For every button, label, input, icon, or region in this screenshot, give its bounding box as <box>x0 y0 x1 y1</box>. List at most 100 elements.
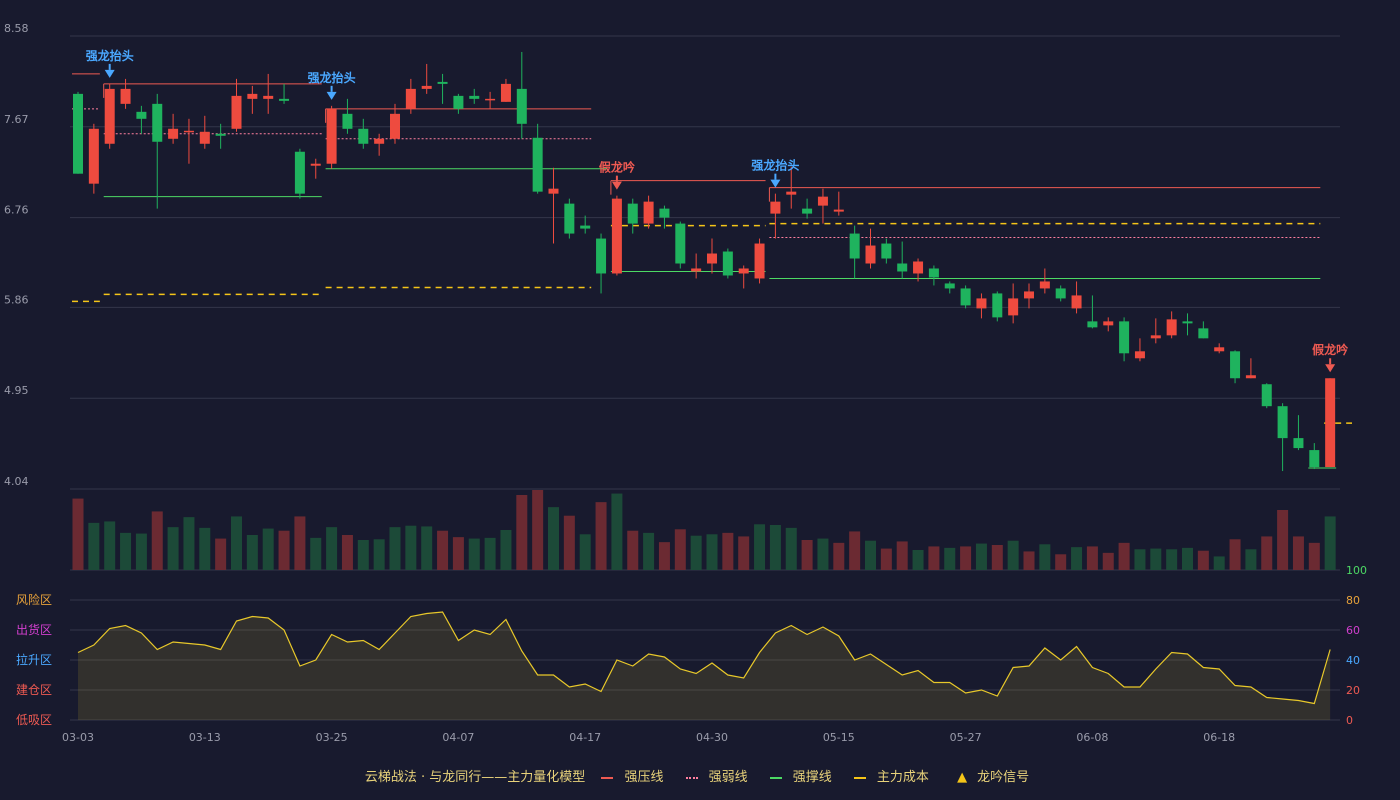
indicator-tick-label: 100 <box>1346 564 1367 577</box>
candle-body <box>722 251 733 276</box>
candle-body <box>532 137 543 192</box>
volume-bar <box>817 538 829 570</box>
volume-bar <box>960 546 972 570</box>
legend-item-cost[interactable]: 主力成本 <box>853 766 935 785</box>
indicator-line <box>77 611 1331 705</box>
volume-bar <box>563 515 575 570</box>
candle-body <box>199 131 210 144</box>
candle-body <box>1166 319 1177 336</box>
volume-bar <box>1150 548 1162 570</box>
x-tick-label: 04-17 <box>569 731 601 744</box>
price-tick-label: 4.95 <box>4 384 29 397</box>
volume-bar <box>611 493 623 570</box>
candle-body <box>374 138 385 144</box>
candle-body <box>358 128 369 144</box>
volume-bar <box>1324 516 1336 570</box>
candle-body <box>960 288 971 306</box>
volume-bar <box>405 525 417 570</box>
volume-bar <box>1055 554 1067 570</box>
price-tick-label: 7.67 <box>4 113 29 126</box>
candle-body <box>1087 321 1098 328</box>
candle-body <box>88 128 99 184</box>
volume-bar <box>373 539 385 570</box>
volume-bar <box>1118 542 1130 570</box>
indicator-zone-label: 低吸区 <box>16 713 52 727</box>
candle-body <box>707 253 717 264</box>
candle-body <box>675 223 686 264</box>
candle-body <box>1293 438 1304 449</box>
candle-body <box>881 243 892 259</box>
candle-body <box>1150 335 1161 339</box>
volume-bar <box>215 538 227 570</box>
volume-bar <box>912 550 924 570</box>
volume-bar <box>389 527 401 570</box>
volume-bar <box>1086 546 1098 570</box>
legend-item-resist[interactable]: 强压线 <box>601 766 669 785</box>
volume-bar <box>72 498 84 570</box>
candle-body <box>1277 406 1288 439</box>
candle-body <box>168 128 179 139</box>
signal-label: 强龙抬头 <box>86 48 134 63</box>
volume-bar <box>1197 550 1209 570</box>
candle-body <box>485 98 496 101</box>
signal-label: 假龙吟 <box>599 160 635 175</box>
volume-bar <box>135 533 147 570</box>
volume-bar <box>1134 549 1146 570</box>
volume-bar <box>516 495 528 570</box>
candle-body <box>152 103 163 142</box>
candle-body <box>659 208 670 218</box>
volume-bar <box>484 537 496 570</box>
volume-bar <box>1277 510 1289 570</box>
volume-bar <box>532 490 544 570</box>
candle-body <box>342 113 353 129</box>
volume-bar <box>801 540 813 570</box>
volume-bar <box>1292 536 1304 570</box>
candle-body <box>754 243 765 279</box>
x-tick-label: 03-25 <box>316 731 348 744</box>
legend-swatch-resist <box>601 776 614 779</box>
volume-bar <box>548 507 559 570</box>
legend-item-weak[interactable]: 强弱线 <box>685 766 754 785</box>
candle-body <box>1055 288 1066 299</box>
volume-bar <box>658 542 670 570</box>
candle-body <box>453 95 464 109</box>
volume-bar <box>880 548 892 570</box>
candle-body <box>865 245 876 264</box>
candle-body <box>849 233 860 259</box>
volume-bar <box>199 527 211 570</box>
candle-body <box>691 268 702 272</box>
candle-body <box>643 201 654 224</box>
candle-body <box>183 130 194 133</box>
candle-body <box>120 88 131 104</box>
volume-bar <box>167 527 179 570</box>
volume-bar <box>452 537 464 570</box>
volume-bar <box>278 530 290 570</box>
legend-swatch-support <box>769 776 782 779</box>
candle-body <box>596 238 607 274</box>
volume-bar <box>690 535 702 570</box>
volume-bar <box>1102 552 1114 570</box>
signal-arrow <box>104 69 115 78</box>
x-tick-label: 05-15 <box>823 731 855 744</box>
legend-item-signal[interactable]: ▲ 龙吟信号 <box>957 770 1030 785</box>
volume-bar <box>1071 547 1083 570</box>
candle-body <box>263 95 274 99</box>
legend-title: 云梯战法 · 与龙同行——主力量化模型 <box>364 770 586 785</box>
x-tick-label: 03-13 <box>189 731 221 744</box>
volume-bar <box>151 511 163 570</box>
volume-bar <box>785 527 797 570</box>
volume-bar <box>1245 549 1257 570</box>
indicator-area <box>78 612 1331 720</box>
volume-bar <box>231 516 242 570</box>
legend-item-support[interactable]: 强撑线 <box>769 766 838 785</box>
volume-bar <box>674 529 686 570</box>
volume-bar <box>849 531 861 570</box>
candle-body <box>611 198 622 274</box>
volume-bar <box>1007 540 1019 570</box>
candle-body <box>992 293 1003 318</box>
indicator-tick-label: 80 <box>1346 594 1360 607</box>
indicator-zone-label: 拉升区 <box>16 652 52 667</box>
price-tick-label: 5.86 <box>4 293 29 306</box>
volume-bar <box>865 540 876 570</box>
candle-body <box>73 93 83 174</box>
